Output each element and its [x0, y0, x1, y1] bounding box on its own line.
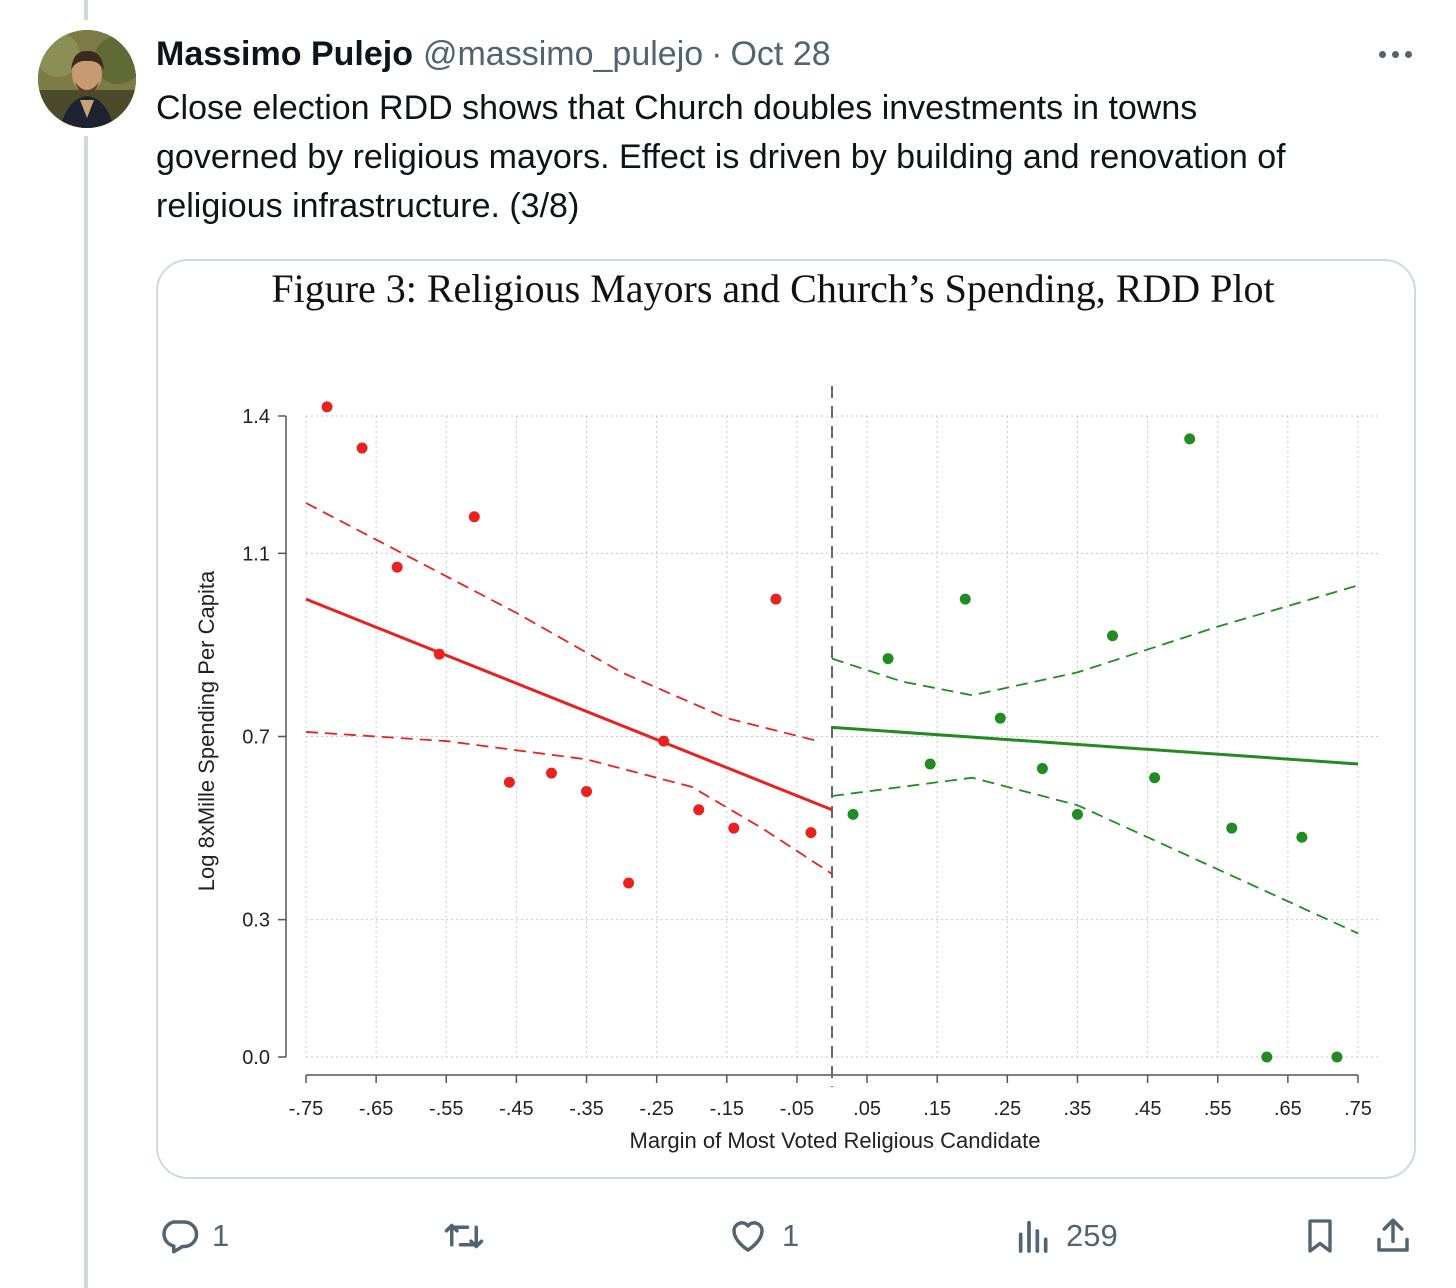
fit-lines [305, 597, 1359, 812]
retweet-button[interactable] [442, 1212, 498, 1260]
more-dot [1391, 50, 1399, 58]
tweet-text-line: religious infrastructure. (3/8) [156, 187, 580, 225]
x-axis-label: Margin of Most Voted Religious Candidate [630, 1128, 1041, 1153]
more-dot [1378, 50, 1386, 58]
reply-icon [162, 1220, 199, 1254]
data-point [623, 877, 635, 889]
views-button[interactable]: 259 [1014, 1212, 1118, 1260]
share-button[interactable] [1372, 1212, 1414, 1260]
ci-upper-line [831, 584, 1359, 697]
thread-line-top [84, 0, 88, 20]
x-tick-label: -.25 [639, 1098, 673, 1120]
x-tick-label: -.65 [359, 1098, 393, 1120]
x-tick-label: .05 [853, 1098, 881, 1120]
data-point [770, 593, 782, 605]
chart-title: Figure 3: Religious Mayors and Church’s … [271, 266, 1274, 311]
data-point [581, 785, 593, 797]
data-point [1261, 1051, 1273, 1063]
data-point [433, 648, 445, 660]
share-icon [1377, 1218, 1409, 1252]
fit-line [831, 725, 1359, 766]
ci-lower-line [831, 776, 1359, 935]
data-point [847, 808, 859, 820]
reply-count: 1 [212, 1218, 230, 1253]
tweet-text: Close election RDD shows that Church dou… [156, 84, 1416, 231]
data-point [1226, 822, 1238, 834]
views-count: 259 [1066, 1218, 1118, 1253]
bookmark-icon [1308, 1219, 1332, 1253]
data-point [1036, 763, 1048, 775]
data-point [805, 827, 817, 839]
y-tick-label: 0.0 [242, 1047, 270, 1069]
x-tick-label: -.45 [499, 1098, 533, 1120]
x-tick-label: .75 [1344, 1098, 1372, 1120]
data-point [356, 442, 368, 454]
data-point [468, 511, 480, 523]
tweet-media-figure[interactable]: Figure 3: Religious Mayors and Church’s … [156, 259, 1416, 1179]
fit-line [305, 597, 833, 812]
y-tick-label: 1.1 [242, 543, 270, 565]
data-point [1107, 630, 1119, 642]
data-point [1331, 1051, 1343, 1063]
like-button[interactable]: 1 [726, 1212, 799, 1260]
ci-upper-line [305, 502, 819, 742]
data-point [728, 822, 740, 834]
avatar[interactable] [38, 30, 136, 128]
tweet-text-line: governed by religious mayors. Effect is … [156, 138, 1286, 176]
views-icon [1018, 1220, 1048, 1253]
retweet-icon [444, 1223, 484, 1249]
x-tick-label: -.75 [289, 1098, 323, 1120]
data-point [658, 735, 670, 747]
data-point [1149, 772, 1161, 784]
scatter-points [321, 401, 1343, 1063]
y-tick-label: 1.4 [242, 406, 270, 428]
chart-grid [305, 415, 1380, 1058]
x-tick-label: .25 [993, 1098, 1021, 1120]
data-point [924, 758, 936, 770]
data-point [693, 804, 705, 816]
data-point [1184, 433, 1196, 445]
tweet-header: Massimo Pulejo @massimo_pulejo · Oct 28 [156, 32, 831, 76]
data-point [994, 712, 1006, 724]
tweet-date[interactable]: Oct 28 [730, 34, 831, 73]
x-tick-label: .65 [1274, 1098, 1302, 1120]
chart-axes: -.75 -.65 -.55 -.45 -.35 -.25 -.15 -.05 .05 .15 .2… [242, 386, 1372, 1120]
like-count: 1 [782, 1218, 800, 1253]
ci-lower-line [305, 731, 833, 875]
tweet-text-line: Close election RDD shows that Church dou… [156, 89, 1198, 127]
confidence-bands [305, 502, 1359, 935]
x-tick-label: -.15 [710, 1098, 744, 1120]
more-dot [1404, 50, 1412, 58]
avatar-image [38, 30, 136, 128]
tweet-actions: 1 1 259 [0, 1200, 1456, 1272]
rdd-chart: Figure 3: Religious Mayors and Church’s … [194, 266, 1380, 1153]
x-tick-label: -.35 [569, 1098, 603, 1120]
y-tick-label: 0.3 [242, 910, 270, 932]
y-tick-label: 0.7 [242, 727, 270, 749]
x-tick-label: .55 [1204, 1098, 1232, 1120]
data-point [959, 593, 971, 605]
data-point [391, 561, 403, 573]
thread-line [84, 136, 88, 1288]
data-point [1071, 808, 1083, 820]
more-icon[interactable] [1372, 36, 1418, 72]
data-point [882, 653, 894, 665]
data-point [545, 767, 557, 779]
data-point [321, 401, 333, 413]
author-name[interactable]: Massimo Pulejo [156, 34, 413, 73]
author-handle[interactable]: @massimo_pulejo [422, 34, 704, 73]
x-tick-label: .35 [1064, 1098, 1092, 1120]
x-tick-label: -.05 [780, 1098, 814, 1120]
bookmark-button[interactable] [1300, 1212, 1340, 1260]
data-point [1296, 831, 1308, 843]
y-axis-label: Log 8xMille Spending Per Capita [194, 570, 219, 891]
separator-dot: · [711, 34, 723, 73]
like-icon [732, 1221, 764, 1252]
reply-button[interactable]: 1 [158, 1212, 229, 1260]
x-tick-label: .15 [923, 1098, 951, 1120]
data-point [503, 776, 515, 788]
x-tick-label: .45 [1134, 1098, 1162, 1120]
x-tick-label: -.55 [429, 1098, 463, 1120]
